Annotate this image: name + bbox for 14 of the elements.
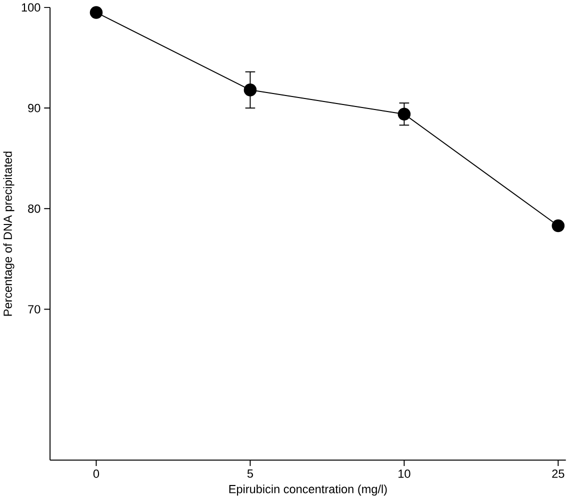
point <box>244 84 257 96</box>
point <box>398 108 411 121</box>
x-tick-label: 0 <box>93 470 100 478</box>
x-axis-title: Epirubicin concentration (mg/l) <box>229 484 387 496</box>
x-tick-label: 5 <box>247 470 253 478</box>
y-tick-label: 90 <box>28 104 40 112</box>
y-axis-title: Percentage of DNA precipitated <box>3 152 14 316</box>
point <box>552 219 565 232</box>
x-tick-label: 10 <box>398 470 410 478</box>
y-tick-label: 70 <box>28 305 40 314</box>
point <box>90 6 103 19</box>
y-tick-label: 80 <box>28 204 40 213</box>
y-tick-label: 100 <box>22 3 40 12</box>
x-tick-label: 25 <box>552 470 564 478</box>
